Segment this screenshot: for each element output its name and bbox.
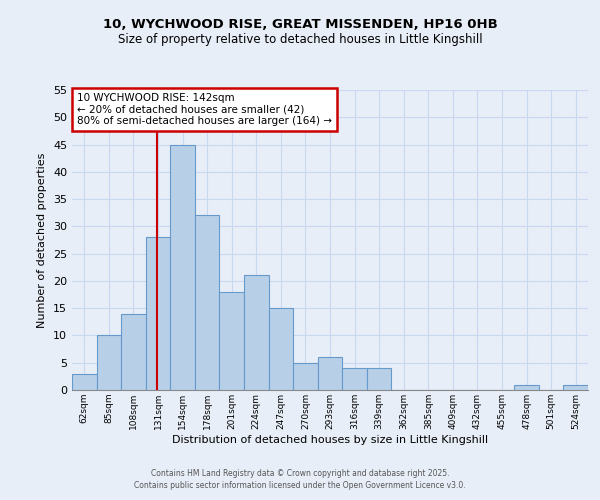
Bar [97, 336, 121, 390]
Text: Contains HM Land Registry data © Crown copyright and database right 2025.
Contai: Contains HM Land Registry data © Crown c… [134, 468, 466, 490]
Bar [342, 368, 367, 390]
Bar [244, 276, 269, 390]
Text: 10, WYCHWOOD RISE, GREAT MISSENDEN, HP16 0HB: 10, WYCHWOOD RISE, GREAT MISSENDEN, HP16… [103, 18, 497, 30]
Bar [195, 216, 220, 390]
Bar [367, 368, 391, 390]
Bar [269, 308, 293, 390]
Y-axis label: Number of detached properties: Number of detached properties [37, 152, 47, 328]
Bar [293, 362, 318, 390]
Bar [170, 144, 195, 390]
Bar [220, 292, 244, 390]
Bar [514, 384, 539, 390]
X-axis label: Distribution of detached houses by size in Little Kingshill: Distribution of detached houses by size … [172, 434, 488, 444]
Text: Size of property relative to detached houses in Little Kingshill: Size of property relative to detached ho… [118, 32, 482, 46]
Bar [121, 314, 146, 390]
Bar [72, 374, 97, 390]
Bar [563, 384, 588, 390]
Bar [146, 238, 170, 390]
Text: 10 WYCHWOOD RISE: 142sqm
← 20% of detached houses are smaller (42)
80% of semi-d: 10 WYCHWOOD RISE: 142sqm ← 20% of detach… [77, 93, 332, 126]
Bar [318, 358, 342, 390]
